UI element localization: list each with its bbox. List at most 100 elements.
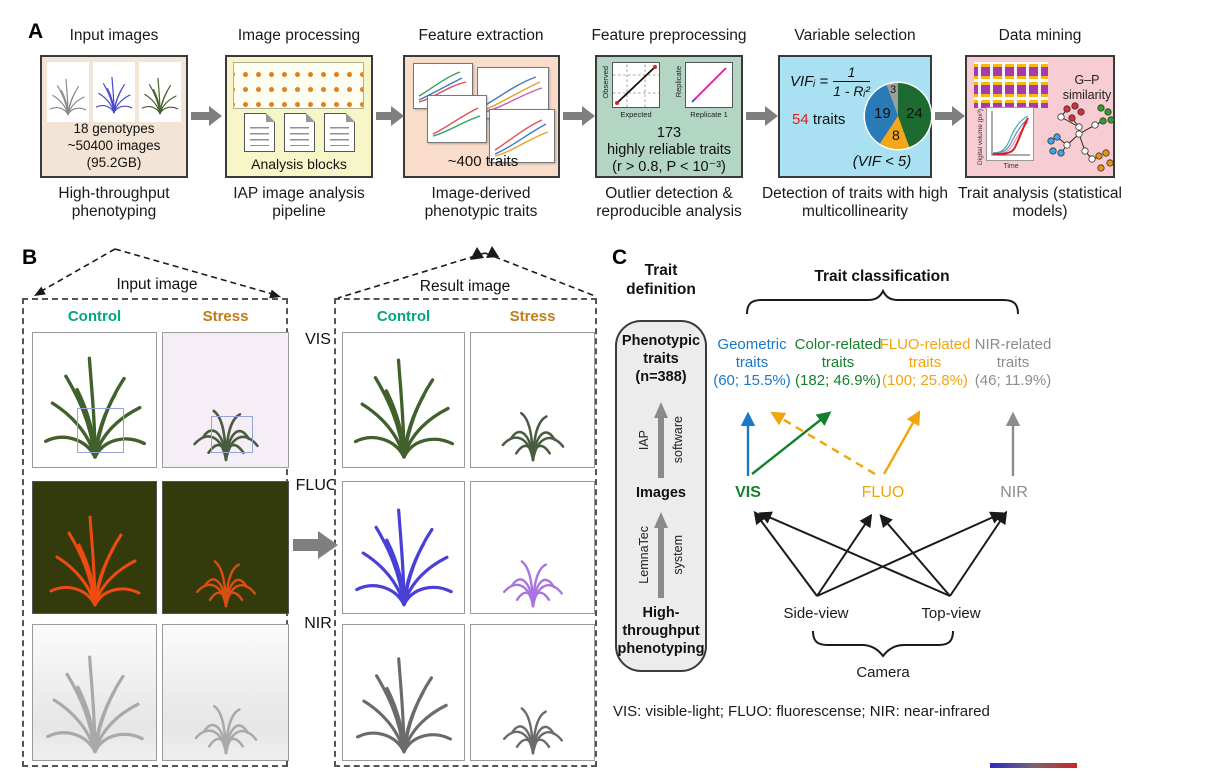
trait-pie-chart: 24 19 8 3 (865, 83, 931, 149)
stage-caption-multicollinearity: Detection of traits with high multicolli… (761, 185, 949, 221)
pie-label-orange: 8 (892, 127, 900, 143)
result-vis-stress-image (470, 332, 595, 468)
feature-extraction-box: ~400 traits (403, 55, 560, 178)
genotypes-count: 18 genotypes (73, 121, 155, 136)
vis-to-color-arrow (751, 411, 832, 475)
vif-numerator: 1 (847, 64, 856, 80)
panel-b-label: B (22, 246, 38, 269)
vif-formula-lhs: VIFᵢ = (790, 73, 829, 90)
stage-title-feature-preprocessing: Feature preprocessing (591, 27, 747, 44)
row-label-nir: NIR (304, 615, 332, 632)
plot-y-label: Observed (601, 66, 610, 99)
growth-y-label: Digital volume (px³) (977, 109, 984, 165)
plot-x-label: Replicate 1 (690, 110, 728, 119)
category-count: (182; 46.9%) (795, 372, 881, 389)
reliable-traits-count: 173 (656, 125, 682, 141)
lemnatec-label: LemnaTec (637, 526, 651, 584)
documents-row (227, 112, 371, 152)
input-vis-stress-image (162, 332, 289, 468)
stage-title-data-mining: Data mining (998, 27, 1082, 44)
row-label-vis: VIS (305, 331, 331, 348)
vif-denominator: 1 - Rᵢ² (833, 81, 870, 99)
bounding-box-annotation (210, 416, 253, 453)
pie-label-green: 24 (906, 105, 923, 122)
control-column-header: Control (376, 308, 431, 325)
lemnatec-system-arrow-group: LemnaTec system (617, 510, 705, 600)
iap-software-arrow-group: IAP software (617, 400, 705, 480)
dataset-size: (95.2GB) (86, 154, 142, 170)
stress-column-header: Stress (202, 308, 249, 325)
stage-title-variable-selection: Variable selection (794, 27, 916, 44)
trait-classification-title: Trait classification (814, 268, 950, 285)
gp-similarity-label: G–P similarity (1062, 73, 1112, 102)
fluo-to-fluo-related-arrow (882, 410, 921, 475)
modality-fluo: FLUO (861, 484, 905, 501)
input-vis-control-image (32, 332, 157, 468)
document-icon (323, 112, 355, 152)
analysis-blocks-label: Analysis blocks (251, 156, 347, 172)
category-name: NIR-related traits (974, 336, 1052, 371)
abbreviation-footnote: VIS: visible-light; FLUO: fluorescense; … (613, 703, 990, 720)
plant-thumbnail-gray (47, 62, 89, 122)
camera-to-modality-arrows (753, 510, 1008, 597)
heatmap-thumbnail (974, 62, 1048, 108)
chart-thumbnail (489, 109, 555, 163)
category-nir-related: NIR-related traits (46; 11.9%) (961, 336, 1065, 390)
stage-title-image-processing: Image processing (237, 27, 361, 44)
plant-thumbnail-green (139, 62, 181, 122)
category-count: (100; 25.8%) (882, 372, 968, 389)
colorbar-fragment (990, 763, 1077, 768)
modality-nir: NIR (1000, 484, 1028, 501)
row-label-fluo: FLUO (295, 477, 339, 494)
result-nir-control-image (342, 624, 465, 761)
vif-threshold-note: (VIF < 5) (852, 153, 912, 170)
stage-caption-phenotypic-traits: Image-derived phenotypic traits (424, 185, 538, 221)
input-nir-stress-image (162, 624, 289, 761)
stage-caption-outlier: Outlier detection & reproducible analysi… (596, 185, 742, 221)
iap-label: IAP (637, 429, 651, 451)
variable-selection-box: VIFᵢ = 1 1 - Rᵢ² 54 traits 24 19 8 3 (VI… (778, 55, 932, 178)
input-nir-control-image (32, 624, 157, 761)
bounding-box-annotation (77, 408, 124, 453)
image-processing-box: Analysis blocks (225, 55, 373, 178)
input-fluo-control-image (32, 481, 157, 614)
result-image-grid: Control Stress (334, 298, 597, 767)
input-image-grid: Control Stress (22, 298, 289, 767)
control-column-header: Control (67, 308, 122, 325)
plant-thumbnail-blue (93, 62, 135, 122)
category-count: (46; 11.9%) (974, 372, 1052, 389)
images-label: Images (636, 485, 686, 501)
document-icon (283, 112, 315, 152)
result-fluo-control-image (342, 481, 465, 614)
fluo-to-geometric-dashed-arrow (770, 411, 876, 476)
iap-flowchart-thumbnail (233, 62, 364, 109)
up-arrow-icon (654, 512, 668, 598)
chart-thumbnail (427, 95, 487, 143)
modality-vis: VIS (735, 484, 761, 501)
trait-definition-title: Trait definition (626, 262, 696, 298)
pie-label-blue: 19 (874, 105, 891, 122)
stage-caption-trait-analysis: Trait analysis (statistical models) (958, 185, 1122, 221)
stage-caption-iap: IAP image analysis pipeline (233, 185, 365, 221)
category-name: Color-related traits (794, 336, 882, 371)
high-throughput-label: High-throughput phenotyping (617, 605, 705, 658)
dataset-summary: 18 genotypes ~50400 images (95.2GB) (42, 121, 186, 172)
growth-x-label: Time (1003, 163, 1019, 170)
vif-formula: VIFᵢ = 1 1 - Rᵢ² (790, 65, 870, 98)
panel-c-label: C (612, 246, 628, 269)
stage-caption-phenotyping: High-throughput phenotyping (58, 185, 170, 221)
up-arrow-icon (654, 402, 668, 478)
vif-formula-fraction: 1 1 - Rᵢ² (833, 65, 870, 98)
selected-traits-word: traits (812, 111, 846, 128)
network-graph (1047, 102, 1115, 172)
data-mining-box: G–P similarity Digital volume (px³) Time (965, 55, 1115, 178)
stress-column-header: Stress (509, 308, 556, 325)
stage-title-feature-extraction: Feature extraction (418, 27, 544, 44)
classification-brace (746, 288, 1019, 315)
top-view-label: Top-view (921, 605, 981, 622)
growth-curve-plot: Digital volume (px³) Time (977, 107, 1041, 177)
result-vis-control-image (342, 332, 465, 468)
feature-preprocessing-box: Observed Expected Replicate 2 Replicate … (595, 55, 743, 178)
pie-label-gray: 3 (890, 84, 897, 96)
